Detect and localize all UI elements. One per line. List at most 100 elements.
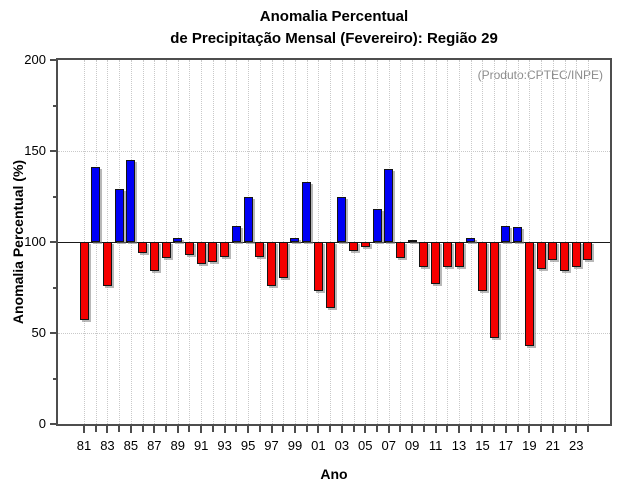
bar-1995 <box>243 196 253 242</box>
x-tick-label-2015: 15 <box>475 438 490 453</box>
bar-1996 <box>255 242 265 257</box>
x-tick-2003 <box>340 426 343 433</box>
bar-2014 <box>466 238 476 242</box>
x-tick-label-1981: 81 <box>76 438 92 453</box>
x-tick-2011 <box>434 426 437 433</box>
y-tick-label-100: 100 <box>24 234 46 249</box>
x-tick-2016 <box>493 426 496 432</box>
y-minor-tick-75 <box>53 286 58 289</box>
x-tick-1983 <box>106 426 109 433</box>
bar-2002 <box>325 242 335 308</box>
x-tick-label-2021: 21 <box>545 438 561 453</box>
x-tick-1981 <box>83 426 85 433</box>
x-tick-2005 <box>364 426 367 433</box>
x-tick-label-1997: 97 <box>264 438 279 453</box>
x-axis-label: Ano <box>320 466 348 482</box>
plot-area: (Produto:CPTEC/INPE) <box>58 60 610 424</box>
chart-title-line1: Anomalia Percentual <box>259 8 409 25</box>
x-tick-label-1999: 99 <box>287 438 303 453</box>
bar-2012 <box>442 242 452 268</box>
y-tick-200 <box>50 59 58 61</box>
x-tick-2001 <box>317 426 320 433</box>
x-tick-2007 <box>387 426 390 433</box>
x-tick-label-1985: 85 <box>123 438 139 453</box>
bar-2001 <box>313 242 323 292</box>
x-tick-1987 <box>153 426 156 433</box>
x-tick-1991 <box>200 426 203 433</box>
x-tick-2023 <box>575 426 578 433</box>
x-tick-1990 <box>188 426 191 432</box>
bar-1994 <box>231 225 241 242</box>
x-tick-2008 <box>399 426 402 432</box>
x-tick-label-2005: 05 <box>358 438 373 453</box>
x-tick-2010 <box>422 426 425 432</box>
bar-2015 <box>477 242 487 292</box>
y-tick-50 <box>50 332 58 334</box>
bar-1986 <box>138 242 148 253</box>
bar-1998 <box>278 242 288 279</box>
horizontal-gridline <box>58 333 610 334</box>
bar-2000 <box>302 181 312 242</box>
bar-1997 <box>267 242 277 286</box>
y-tick-100 <box>50 241 58 243</box>
y-minor-tick-175 <box>53 104 58 107</box>
x-tick-label-2013: 13 <box>451 438 467 453</box>
x-tick-label-1983: 83 <box>100 438 115 453</box>
x-tick-2006 <box>376 426 378 432</box>
x-tick-1982 <box>94 426 97 432</box>
y-tick-label-150: 150 <box>24 143 46 158</box>
x-tick-2014 <box>469 426 472 432</box>
bar-1991 <box>196 242 206 264</box>
y-tick-label-50: 50 <box>31 325 46 340</box>
x-tick-2024 <box>586 426 589 432</box>
bar-2008 <box>395 242 405 259</box>
bar-2023 <box>571 242 581 268</box>
x-tick-1986 <box>141 426 144 432</box>
bar-2005 <box>360 242 370 248</box>
x-tick-2013 <box>458 426 461 433</box>
bar-2022 <box>560 242 570 272</box>
x-tick-label-2009: 09 <box>404 438 420 453</box>
y-tick-label-200: 200 <box>24 52 46 67</box>
x-tick-1988 <box>165 426 168 432</box>
bar-2010 <box>419 242 429 268</box>
bar-2007 <box>384 169 394 242</box>
bar-2019 <box>524 242 534 346</box>
bar-1999 <box>290 238 300 242</box>
x-tick-label-2023: 23 <box>569 438 584 453</box>
bar-2018 <box>513 227 523 242</box>
x-tick-2017 <box>504 426 507 433</box>
x-tick-label-1989: 89 <box>170 438 185 453</box>
x-tick-2021 <box>551 426 554 433</box>
x-tick-1993 <box>223 426 226 433</box>
bar-1989 <box>173 238 183 242</box>
x-tick-2015 <box>481 426 484 433</box>
x-tick-2009 <box>411 426 414 433</box>
x-tick-label-1987: 87 <box>147 438 162 453</box>
x-tick-1996 <box>258 426 261 432</box>
y-tick-0 <box>50 423 58 425</box>
x-tick-label-1993: 93 <box>217 438 232 453</box>
x-tick-2004 <box>352 426 355 432</box>
x-tick-1997 <box>270 426 273 433</box>
bar-2024 <box>583 242 593 261</box>
x-tick-label-2003: 03 <box>334 438 350 453</box>
bar-2013 <box>454 242 464 268</box>
source-annotation: (Produto:CPTEC/INPE) <box>477 68 603 82</box>
y-minor-tick-25 <box>53 377 58 380</box>
horizontal-gridline <box>58 151 610 152</box>
x-tick-1984 <box>118 426 121 432</box>
x-tick-label-1995: 95 <box>240 438 256 453</box>
bar-2004 <box>349 242 359 252</box>
x-tick-1998 <box>282 426 285 432</box>
bar-1982 <box>91 167 101 242</box>
chart-title-line2: de Precipitação Mensal (Fevereiro): Regi… <box>170 30 498 47</box>
x-tick-2002 <box>329 426 332 432</box>
x-tick-1999 <box>293 426 296 433</box>
bar-1992 <box>208 242 218 263</box>
x-tick-2022 <box>563 426 566 432</box>
bar-2006 <box>372 209 382 242</box>
x-tick-label-2001: 01 <box>311 438 326 453</box>
bar-2011 <box>431 242 441 284</box>
